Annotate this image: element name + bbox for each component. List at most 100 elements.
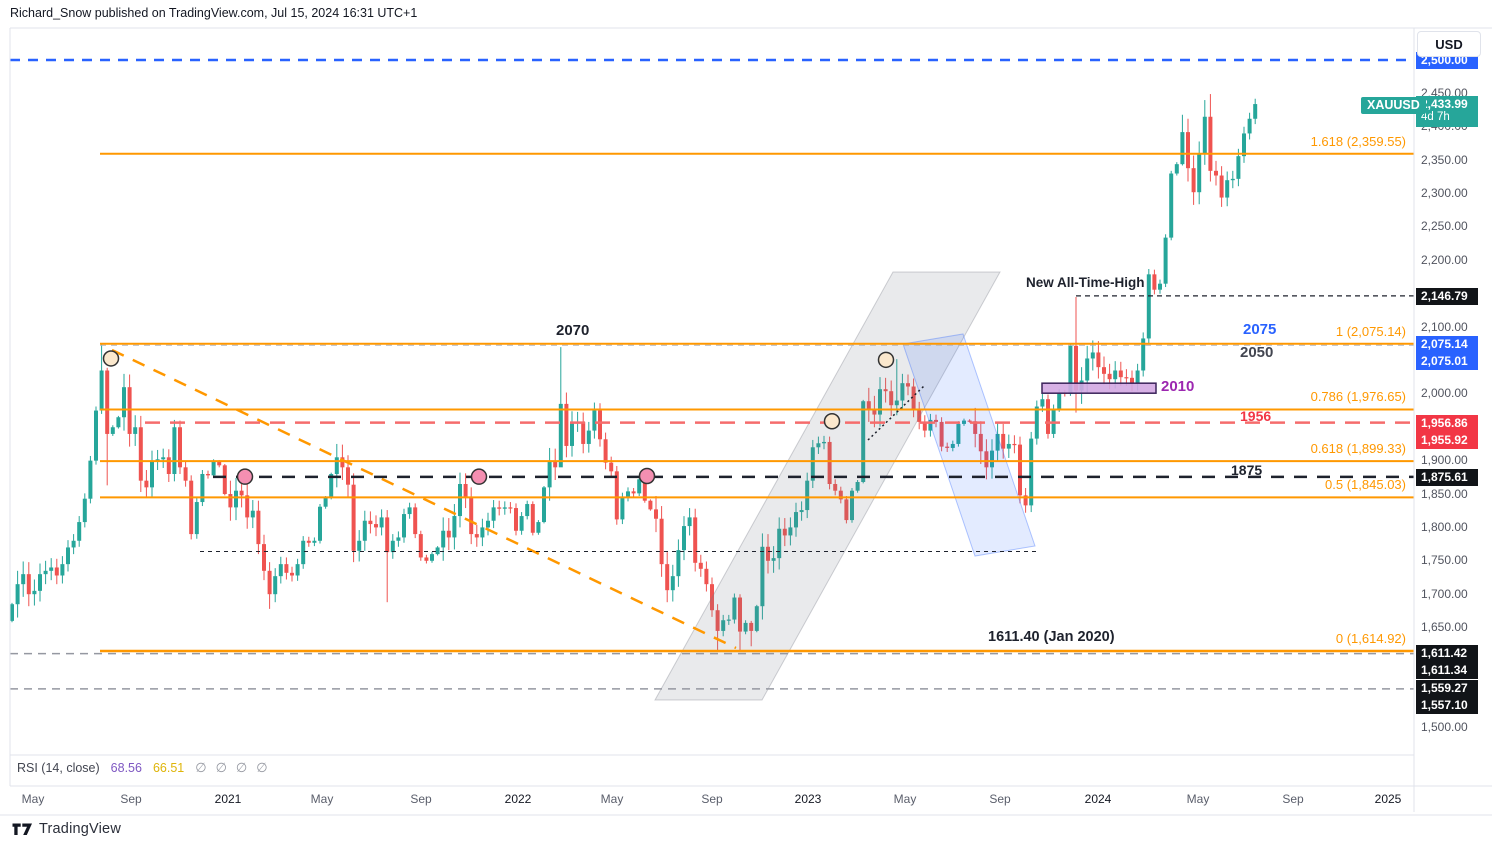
- candle-body: [446, 530, 451, 538]
- candle-body: [1146, 274, 1151, 339]
- candle-body: [166, 457, 171, 474]
- candle-body: [458, 484, 462, 517]
- candle-body: [760, 546, 765, 607]
- candle-body: [172, 427, 177, 474]
- candle-body: [838, 490, 843, 500]
- event-marker-pink[interactable]: [470, 468, 488, 485]
- zone-2010[interactable]: [1041, 382, 1157, 394]
- candle-body: [94, 410, 98, 461]
- candle-body: [318, 506, 322, 541]
- axis-tick-label: 2,000.00: [1421, 386, 1468, 401]
- event-marker-cream[interactable]: [877, 351, 895, 369]
- currency-toggle-button[interactable]: USD: [1417, 31, 1481, 57]
- candle-body: [654, 509, 658, 519]
- candle-body: [463, 484, 468, 498]
- event-marker-pink[interactable]: [236, 468, 254, 485]
- time-axis-label: May: [310, 792, 334, 806]
- candle-body: [1068, 345, 1073, 394]
- event-marker-pink[interactable]: [638, 467, 656, 485]
- candle-body: [1236, 156, 1241, 179]
- event-marker-cream[interactable]: [823, 412, 841, 430]
- candle-body: [570, 421, 574, 446]
- time-axis-label: Sep: [701, 792, 723, 806]
- candle-body: [502, 507, 507, 509]
- time-axis-label: May: [21, 792, 45, 806]
- candle-body: [262, 544, 266, 571]
- descending-blue-channel[interactable]: [902, 333, 1036, 557]
- candle-body: [1051, 408, 1056, 434]
- candle-body: [984, 451, 989, 468]
- candle-body: [1001, 433, 1006, 449]
- candle-body: [1230, 178, 1235, 181]
- candle-body: [782, 528, 787, 536]
- candle-body: [480, 527, 485, 538]
- candle-body: [553, 461, 558, 468]
- candle-body: [536, 522, 541, 533]
- candle-body: [178, 427, 182, 468]
- ascending-gray-channel[interactable]: [654, 271, 1001, 701]
- candle-body: [418, 534, 423, 558]
- time-axis-label: May: [893, 792, 917, 806]
- candle-body: [1247, 118, 1252, 134]
- candle-body: [1253, 104, 1258, 119]
- candle-body: [1180, 132, 1185, 165]
- candle-body: [967, 420, 972, 422]
- descending-trendline[interactable]: [111, 348, 737, 650]
- price-badge: 1,611.34: [1416, 662, 1478, 680]
- candle-body: [726, 619, 731, 621]
- empty-set-icon: ∅: [235, 760, 248, 775]
- candle-body: [917, 409, 922, 422]
- candle-body: [950, 443, 955, 448]
- time-axis-label: Sep: [989, 792, 1011, 806]
- candle-body: [682, 526, 686, 551]
- tradingview-logo-icon: [12, 822, 33, 837]
- candle-body: [116, 417, 121, 428]
- time-axis-label: May: [1186, 792, 1210, 806]
- candle-body: [54, 567, 59, 576]
- candle-body: [1242, 133, 1246, 157]
- candle-body: [883, 389, 888, 392]
- candle-body: [665, 564, 670, 591]
- candle-body: [1029, 438, 1034, 506]
- empty-set-icon: ∅: [195, 760, 207, 775]
- candle-body: [306, 540, 311, 543]
- candle-body: [26, 574, 31, 595]
- candle-body: [794, 512, 798, 528]
- candle-body: [614, 471, 619, 520]
- axis-tick-label: 2,100.00: [1421, 319, 1468, 334]
- candle-body: [1018, 444, 1022, 496]
- axis-tick-label: 1,850.00: [1421, 486, 1468, 501]
- candle-body: [200, 473, 205, 503]
- event-marker-cream[interactable]: [102, 350, 120, 367]
- axis-tick-label: 2,350.00: [1421, 152, 1468, 167]
- candle-body: [1034, 406, 1039, 439]
- candle-body: [368, 520, 373, 525]
- candle-body: [189, 480, 194, 535]
- tradingview-attribution-link[interactable]: TradingView: [12, 821, 121, 837]
- candle-body: [441, 530, 446, 548]
- time-axis-label: Sep: [410, 792, 432, 806]
- candle-body: [150, 460, 154, 488]
- candle-body: [906, 383, 910, 387]
- price-badge: 1,611.42: [1416, 645, 1478, 663]
- candle-body: [525, 504, 530, 517]
- candle-body: [110, 427, 115, 434]
- axis-tick-label: 1,900.00: [1421, 453, 1468, 468]
- candle-body: [295, 564, 300, 576]
- candle-body: [194, 502, 199, 535]
- candle-body: [1074, 345, 1078, 391]
- candle-body: [609, 462, 614, 472]
- candle-body: [738, 597, 742, 632]
- rsi-empty-values: ∅ ∅ ∅ ∅: [195, 760, 267, 776]
- candle-body: [206, 473, 210, 476]
- candle-body: [32, 590, 37, 595]
- symbol-label-badge: XAUUSD: [1361, 97, 1426, 114]
- candle-body: [928, 419, 933, 431]
- candle-body: [357, 540, 362, 551]
- candle-body: [374, 524, 378, 528]
- candle-body: [687, 517, 692, 527]
- candle-body: [486, 520, 490, 528]
